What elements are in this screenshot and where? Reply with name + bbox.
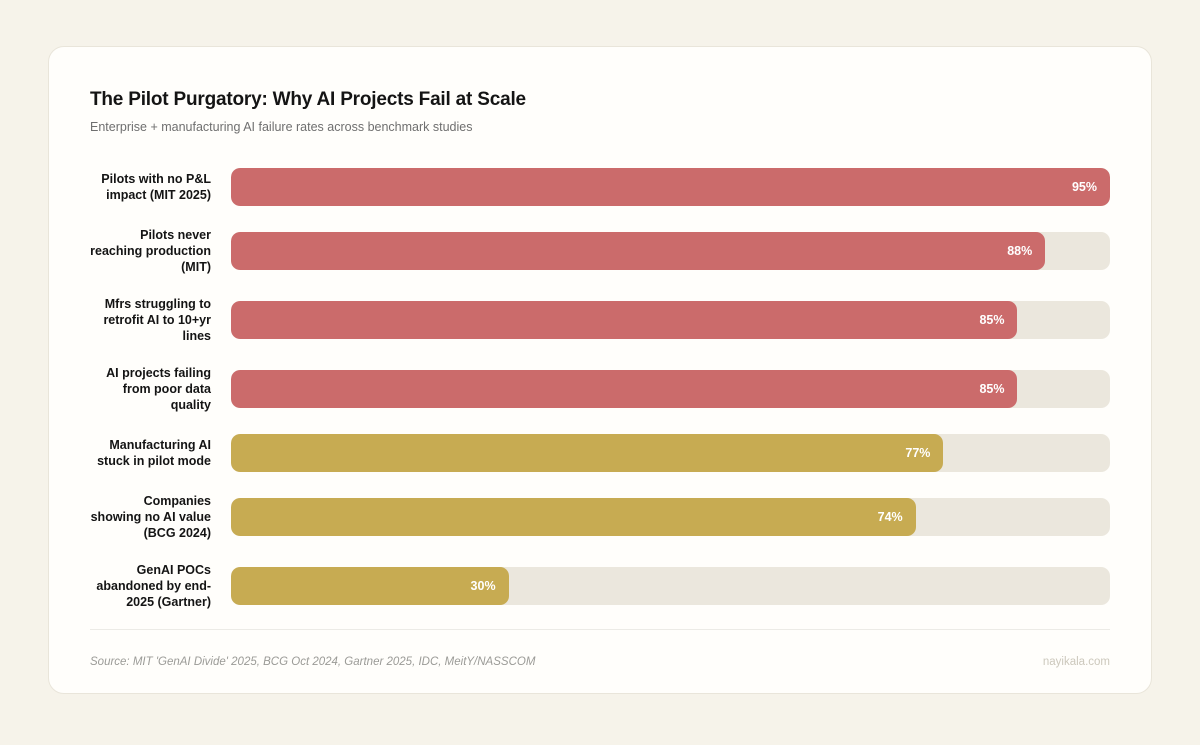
bar-value-label: 77%: [905, 446, 931, 460]
bar-category-label: Companies showing no AI value (BCG 2024): [90, 494, 211, 540]
bar-track: 85%: [231, 370, 1110, 408]
bar-track: 77%: [231, 434, 1110, 472]
bar-category-label: Pilots never reaching production (MIT): [90, 228, 211, 274]
bar-category-label: GenAI POCs abandoned by end-2025 (Gartne…: [96, 563, 211, 609]
chart-row: Mfrs struggling to retrofit AI to 10+yr …: [90, 296, 1110, 344]
bar-category-label: Pilots with no P&L impact (MIT 2025): [101, 172, 211, 202]
bar-value-label: 95%: [1071, 180, 1097, 194]
bar-fill: 77%: [231, 434, 944, 472]
bar-track: 95%: [231, 168, 1110, 206]
bar-value-label: 30%: [470, 579, 496, 593]
bar-track: 74%: [231, 498, 1110, 536]
bar-category-label: AI projects failing from poor data quali…: [106, 366, 211, 412]
page-subtitle: Enterprise + manufacturing AI failure ra…: [90, 120, 473, 134]
bar-fill: 30%: [231, 567, 509, 605]
chart-row: Pilots never reaching production (MIT) 88…: [90, 227, 1110, 275]
page-title: The Pilot Purgatory: Why AI Projects Fai…: [90, 89, 526, 110]
bar-track: 88%: [231, 232, 1110, 270]
chart-row: GenAI POCs abandoned by end-2025 (Gartne…: [90, 562, 1110, 610]
footer: Source: MIT 'GenAI Divide' 2025, BCG Oct…: [90, 629, 1110, 693]
bar-value-label: 74%: [877, 510, 903, 524]
chart-row: Companies showing no AI value (BCG 2024)…: [90, 493, 1110, 541]
bar-track: 85%: [231, 301, 1110, 339]
bar-value-label: 85%: [979, 313, 1005, 327]
bar-fill: 88%: [231, 232, 1046, 270]
bar-value-label: 85%: [979, 382, 1005, 396]
site-credit: nayikala.com: [1042, 655, 1110, 668]
chart-row: Manufacturing AI stuck in pilot mode 77%: [90, 434, 1110, 472]
chart-row: AI projects failing from poor data quali…: [90, 365, 1110, 413]
bar-track: 30%: [231, 567, 1110, 605]
bar-category-label: Manufacturing AI stuck in pilot mode: [97, 438, 211, 468]
chart-card: The Pilot Purgatory: Why AI Projects Fai…: [48, 46, 1152, 694]
chart-row: Pilots with no P&L impact (MIT 2025) 95%: [90, 168, 1110, 206]
bar-fill: 74%: [231, 498, 916, 536]
bar-fill: 85%: [231, 301, 1018, 339]
source-note: Source: MIT 'GenAI Divide' 2025, BCG Oct…: [90, 655, 536, 668]
bar-category-label: Mfrs struggling to retrofit AI to 10+yr …: [103, 297, 211, 343]
bar-chart: Pilots with no P&L impact (MIT 2025) 95% P…: [90, 168, 1110, 610]
bar-fill: 95%: [231, 168, 1110, 206]
bar-value-label: 88%: [1007, 244, 1033, 258]
bar-fill: 85%: [231, 370, 1018, 408]
